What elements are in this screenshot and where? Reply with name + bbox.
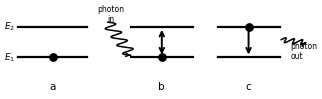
- Point: [246, 26, 251, 28]
- Text: $E_2$: $E_2$: [4, 21, 15, 33]
- Text: photon
out: photon out: [290, 42, 317, 61]
- Point: [159, 57, 165, 58]
- Text: c: c: [246, 82, 251, 92]
- Text: b: b: [158, 82, 165, 92]
- Text: photon
in: photon in: [97, 5, 124, 24]
- Text: a: a: [50, 82, 56, 92]
- Text: $E_1$: $E_1$: [4, 51, 15, 64]
- Point: [50, 57, 55, 58]
